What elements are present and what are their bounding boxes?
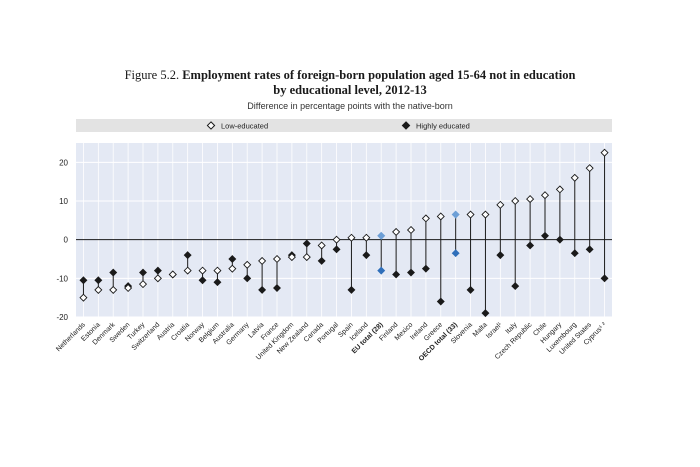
low-educated-point — [287, 253, 296, 262]
highly-educated-point — [541, 231, 549, 240]
y-tick-label: 10 — [59, 197, 68, 206]
low-educated-point — [466, 210, 475, 219]
low-educated-point — [406, 225, 416, 235]
low-educated-point — [228, 264, 237, 273]
highly-educated-point — [392, 270, 401, 279]
low-educated-point — [317, 241, 326, 250]
highly-educated-point — [213, 278, 222, 287]
low-educated-point — [347, 233, 356, 242]
highly-educated-point — [585, 245, 594, 254]
highly-educated-point — [496, 251, 505, 260]
low-educated-point — [243, 260, 252, 269]
low-educated-point — [511, 196, 520, 206]
low-educated-point — [585, 164, 594, 173]
highly-educated-point — [153, 266, 162, 275]
highly-educated-point — [526, 241, 535, 250]
y-tick-label: 20 — [59, 158, 68, 167]
low-educated-point — [436, 212, 445, 221]
highly-educated-point — [317, 256, 326, 265]
low-educated-point — [377, 231, 386, 240]
highly-educated-point — [347, 285, 356, 294]
legend-open-diamond-icon — [206, 121, 216, 130]
highly-educated-point — [109, 268, 118, 277]
low-educated-point — [94, 285, 103, 294]
low-educated-point — [332, 235, 341, 244]
low-educated-point — [153, 274, 162, 283]
highly-educated-point — [481, 309, 490, 318]
low-educated-point — [302, 253, 311, 262]
legend-filled-diamond-icon — [401, 121, 411, 130]
highly-educated-point — [407, 268, 415, 277]
figure-title: Figure 5.2. Employment rates of foreign-… — [0, 68, 700, 98]
low-educated-point — [600, 148, 609, 157]
highly-educated-point — [377, 266, 386, 275]
y-tick-label: -20 — [56, 313, 68, 322]
low-educated-point — [496, 200, 505, 209]
low-educated-point — [362, 233, 371, 242]
highly-educated-point — [511, 282, 520, 291]
highly-educated-point — [79, 276, 88, 285]
highly-educated-point — [600, 274, 609, 283]
low-educated-point — [451, 210, 460, 219]
low-educated-point — [198, 266, 207, 275]
low-educated-point — [79, 293, 88, 302]
low-educated-point — [168, 270, 177, 279]
legend-box — [76, 119, 612, 132]
highly-educated-point — [243, 274, 252, 283]
low-educated-point — [272, 254, 282, 264]
figure-label: Figure 5.2. — [124, 68, 180, 82]
highly-educated-point — [332, 245, 341, 254]
low-educated-point — [392, 227, 401, 236]
plot-area — [76, 143, 612, 317]
legend-label-0: Low-educated — [221, 122, 268, 131]
low-educated-point — [109, 285, 118, 294]
low-educated-point — [481, 210, 490, 219]
highly-educated-point — [139, 268, 147, 277]
low-educated-point — [213, 266, 222, 275]
figure-title-line2: by educational level, 2012-13 — [273, 83, 427, 97]
figure-title-line1: Employment rates of foreign-born populat… — [182, 68, 576, 82]
low-educated-point — [138, 280, 148, 289]
highly-educated-point — [570, 249, 579, 258]
highly-educated-point — [228, 255, 237, 263]
highly-educated-point — [436, 297, 445, 306]
x-tick-label: Israel¹ — [485, 321, 504, 340]
low-educated-point — [555, 185, 564, 194]
highly-educated-point — [555, 235, 564, 244]
highly-educated-point — [198, 276, 207, 285]
low-educated-point — [570, 173, 579, 182]
highly-educated-point — [94, 276, 103, 285]
highly-educated-point — [421, 264, 430, 273]
y-tick-label: -10 — [56, 274, 68, 283]
highly-educated-point — [466, 285, 475, 294]
highly-educated-point — [362, 251, 371, 260]
low-educated-point — [183, 266, 192, 275]
highly-educated-point — [451, 249, 460, 258]
low-educated-point — [526, 195, 535, 204]
low-educated-point — [124, 283, 133, 293]
low-educated-point — [540, 191, 550, 200]
low-educated-point — [258, 256, 267, 265]
highly-educated-point — [302, 239, 311, 248]
low-educated-point — [421, 214, 430, 223]
highly-educated-point — [273, 284, 281, 292]
figure-subtitle: Difference in percentage points with the… — [247, 101, 453, 111]
figure-title-block: Figure 5.2. Employment rates of foreign-… — [0, 68, 700, 111]
highly-educated-point — [183, 251, 192, 260]
legend-label-1: Highly educated — [416, 122, 470, 131]
y-tick-label: 0 — [64, 236, 69, 245]
highly-educated-point — [258, 285, 267, 294]
